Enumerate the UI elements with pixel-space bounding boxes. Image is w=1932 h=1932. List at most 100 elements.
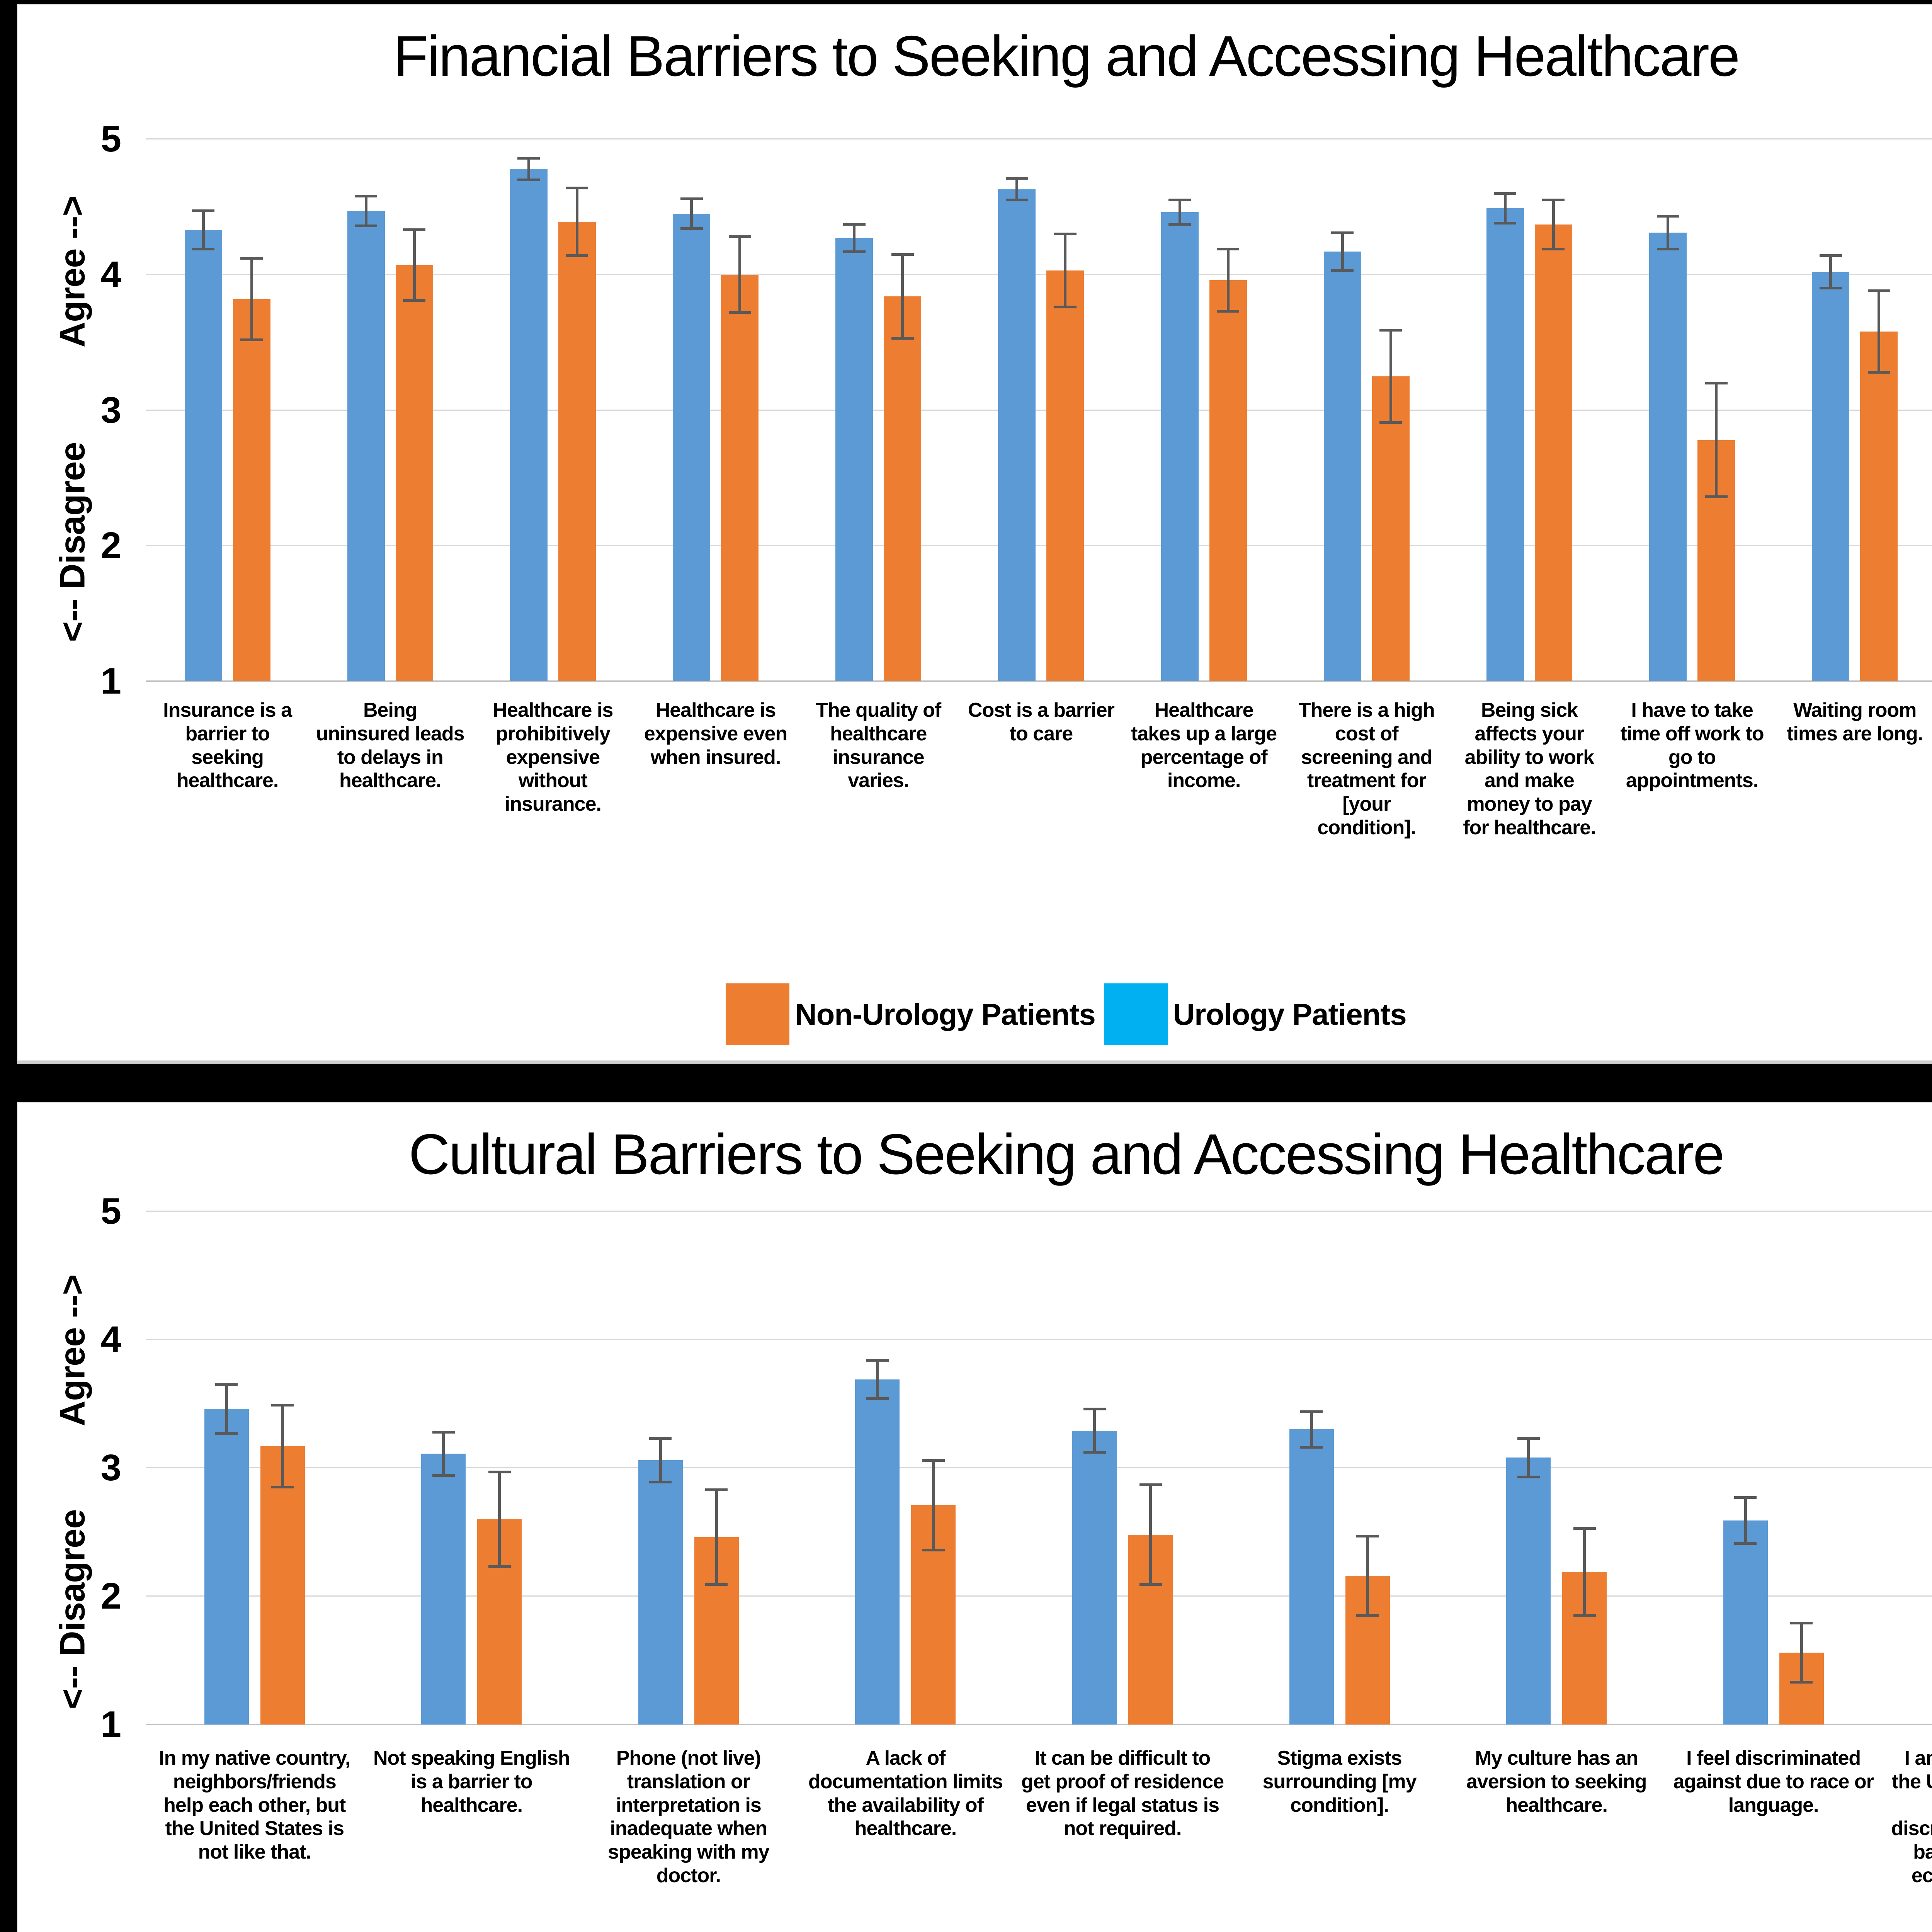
- financial-barriers-panel: Financial Barriers to Seeking and Access…: [17, 4, 1932, 1061]
- cultural-barriers-plot: 5 4 3 2 1 Agree --> <-- Disagree In my native c…: [18, 1103, 1932, 1932]
- bar-non-urology-2: [395, 265, 433, 681]
- error-cap-top: [1542, 199, 1565, 202]
- error-cap-top: [215, 1383, 238, 1386]
- error-cap-bottom: [432, 1474, 455, 1477]
- error-cap-bottom: [1705, 495, 1728, 498]
- error-cap-top: [192, 209, 215, 213]
- error-cap-bottom: [1300, 1446, 1323, 1449]
- bar-non-urology-1: [260, 1446, 305, 1725]
- gridline-y4: [146, 274, 1932, 275]
- error-cap-top: [1734, 1496, 1757, 1499]
- error-cap-bottom: [1139, 1583, 1162, 1586]
- error-cap-top: [1379, 329, 1402, 332]
- gridline-y5: [146, 1211, 1932, 1212]
- gridline-y2: [146, 545, 1932, 546]
- bar-urology-7: [1161, 212, 1199, 681]
- bar-urology-10: [1649, 233, 1687, 681]
- error-cap-bottom: [1168, 223, 1191, 226]
- category-label-2: Not speaking English is a barrier to hea…: [373, 1747, 570, 1816]
- category-label-1: In my native country, neighbors/friends …: [159, 1747, 350, 1864]
- category-label-5: It can be difficult to get proof of resi…: [1021, 1747, 1224, 1840]
- y-axis-tick-4: 4: [100, 1319, 121, 1360]
- error-cap-bottom: [566, 254, 588, 257]
- error-bar-urology-5: [1093, 1407, 1096, 1454]
- category-label-4: A lack of documentation limits the avail…: [808, 1747, 1003, 1840]
- error-bar-urology-6: [1310, 1410, 1313, 1449]
- bar-urology-5: [1072, 1430, 1117, 1725]
- error-bar-non-urology-6: [1064, 233, 1067, 309]
- error-bar-urology-8: [1341, 231, 1344, 272]
- error-bar-urology-5: [853, 223, 856, 253]
- error-cap-bottom: [1573, 1614, 1596, 1617]
- error-bar-urology-2: [364, 194, 367, 227]
- error-bar-non-urology-1: [250, 257, 253, 341]
- error-cap-bottom: [649, 1480, 672, 1483]
- error-cap-bottom: [1517, 1475, 1540, 1478]
- category-label-4: Healthcare is expensive even when insure…: [644, 699, 787, 769]
- y-axis-tick-5: 5: [100, 118, 121, 160]
- legend-item-urology: Urology Patients: [1104, 983, 1407, 1045]
- error-bar-non-urology-4: [738, 235, 742, 314]
- error-cap-bottom: [1494, 221, 1517, 224]
- error-cap-top: [517, 156, 540, 160]
- error-cap-top: [705, 1488, 728, 1492]
- bar-urology-8: [1323, 252, 1361, 681]
- error-bar-urology-2: [442, 1430, 445, 1477]
- error-cap-bottom: [1005, 199, 1028, 202]
- error-cap-bottom: [1083, 1451, 1106, 1454]
- category-label-6: Stigma exists surrounding [my condition]…: [1262, 1747, 1417, 1816]
- error-cap-top: [1356, 1534, 1379, 1537]
- legend-swatch-non-urology: [726, 983, 790, 1045]
- error-cap-top: [1494, 192, 1517, 195]
- bar-urology-1: [184, 230, 222, 681]
- y-axis-tick-4: 4: [100, 253, 121, 295]
- error-cap-bottom: [1054, 306, 1077, 309]
- error-cap-bottom: [1656, 247, 1679, 250]
- error-cap-top: [922, 1459, 945, 1462]
- error-bar-non-urology-9: [1552, 199, 1555, 250]
- error-cap-bottom: [1356, 1614, 1379, 1617]
- error-cap-top: [649, 1437, 672, 1440]
- category-label-7: My culture has an aversion to seeking he…: [1466, 1747, 1647, 1816]
- legend-swatch-urology: [1104, 983, 1168, 1045]
- error-cap-top: [566, 186, 588, 189]
- bar-urology-2: [421, 1454, 466, 1725]
- error-cap-top: [488, 1470, 511, 1473]
- error-bar-non-urology-7: [1583, 1527, 1586, 1617]
- bar-non-urology-4: [721, 274, 759, 681]
- error-cap-bottom: [1734, 1542, 1757, 1545]
- category-label-5: The quality of healthcare insurance vari…: [816, 699, 941, 792]
- error-cap-top: [1139, 1483, 1162, 1486]
- financial-barriers-plot: 5 4 3 2 1 Agree --> <-- Disagree Insurance is a…: [18, 5, 1932, 1060]
- error-cap-bottom: [240, 338, 263, 341]
- gridline-y1: [146, 1724, 1932, 1725]
- category-label-7: Healthcare takes up a large percentage o…: [1131, 699, 1277, 792]
- y-axis-tick-2: 2: [100, 525, 121, 566]
- y-axis-label-disagree: <-- Disagree: [53, 442, 92, 642]
- error-cap-bottom: [705, 1583, 728, 1586]
- y-axis-tick-2: 2: [100, 1575, 121, 1617]
- bar-non-urology-3: [558, 221, 596, 681]
- error-cap-bottom: [680, 227, 703, 230]
- error-bar-non-urology-4: [932, 1459, 935, 1551]
- error-cap-top: [355, 194, 378, 197]
- financial-chart-title: Financial Barriers to Seeking and Access…: [393, 24, 1740, 88]
- category-label-6: Cost is a barrier to care: [968, 699, 1115, 745]
- bar-urology-6: [1289, 1429, 1334, 1725]
- cultural-barriers-panel: Cultural Barriers to Seeking and Accessi…: [17, 1102, 1932, 1932]
- bar-urology-9: [1486, 208, 1524, 681]
- error-cap-bottom: [1542, 247, 1565, 250]
- y-axis-tick-3: 3: [100, 389, 121, 431]
- bar-urology-3: [510, 169, 548, 681]
- error-cap-bottom: [355, 224, 378, 227]
- error-cap-bottom: [403, 299, 426, 302]
- bar-urology-6: [998, 189, 1036, 681]
- error-bar-urology-9: [1503, 192, 1507, 224]
- error-cap-top: [680, 197, 703, 200]
- error-cap-bottom: [1819, 287, 1842, 290]
- bar-urology-8: [1723, 1520, 1768, 1725]
- error-cap-top: [1331, 231, 1354, 234]
- error-bar-urology-8: [1744, 1496, 1747, 1545]
- bar-urology-5: [835, 238, 873, 681]
- gridline-y2: [146, 1595, 1932, 1597]
